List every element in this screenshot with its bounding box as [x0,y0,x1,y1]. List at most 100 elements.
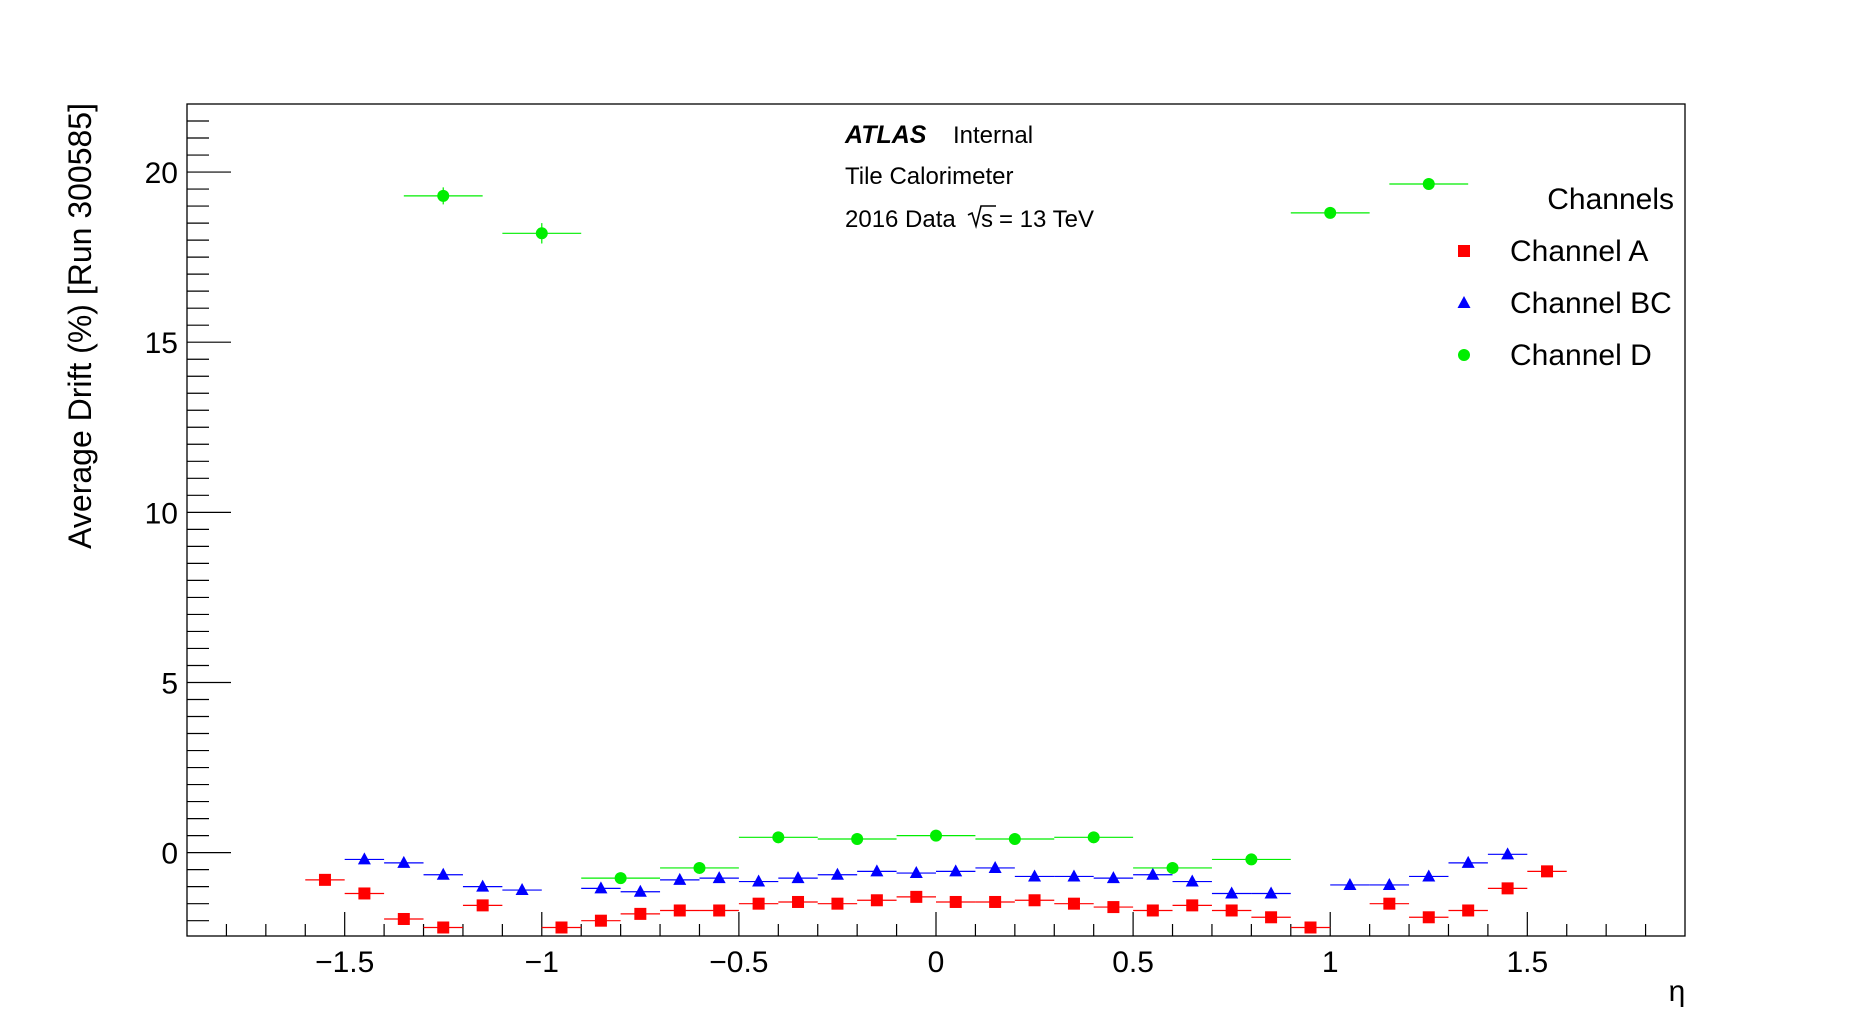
data-point [1008,833,1021,846]
data-point [712,871,726,884]
data-point [1324,206,1337,219]
data-point [792,895,805,908]
data-point [1343,877,1357,890]
data-point [772,831,785,844]
data-point [1422,177,1435,190]
x-tick-label: −1.5 [315,946,374,979]
data-point [1422,911,1435,924]
energy-value: = 13 TeV [999,206,1094,233]
x-tick-label: 1 [1322,946,1339,979]
data-point [1146,904,1159,917]
data-point [831,897,844,910]
legend-marker [1457,296,1471,308]
data-point [614,872,627,885]
data-point [673,904,686,917]
data-point [713,904,726,917]
data-point [633,884,647,897]
data-point [634,907,647,920]
x-tick-label: −1 [525,946,559,979]
data-point [910,890,923,903]
data-point [555,921,568,934]
data-point [1067,897,1080,910]
atlas-label: ATLAS Internal Tile Calorimeter 2016 Dat… [844,121,1094,233]
legend-item: Channel BC [1457,287,1672,320]
x-axis-ticks: −1.5 −1 −0.5 0 0.5 1 1.5 [225,912,1647,979]
data-point [1461,855,1475,868]
data-point [1462,904,1475,917]
series-square [305,865,1567,934]
data-point [1501,847,1515,860]
atlas-status: Internal [953,122,1033,149]
legend-label: Channel BC [1510,287,1672,320]
data-point [318,873,331,886]
data-point [1166,861,1179,874]
data-point [1028,894,1041,907]
data-point [1501,882,1514,895]
x-tick-label: 0 [928,946,945,979]
data-point [1225,886,1239,899]
data-point [1028,869,1042,882]
dataset-label: 2016 Data [845,206,956,233]
data-point [949,895,962,908]
data-point [397,912,410,925]
legend: Channels Channel A Channel BC Channel D [1457,183,1674,372]
data-point [830,867,844,880]
data-point [1185,874,1199,887]
x-tick-label: 0.5 [1112,946,1154,979]
data-point [1265,911,1278,924]
data-point [476,879,490,892]
y-axis-ticks: 0 5 10 15 20 [145,120,231,922]
data-point [1186,899,1199,912]
data-point [1304,921,1317,934]
data-point [673,872,687,885]
data-point [1225,904,1238,917]
data-point [1146,867,1160,880]
data-point [909,866,923,879]
legend-item: Channel D [1458,339,1652,372]
data-point [870,864,884,877]
atlas-experiment: ATLAS [844,121,927,149]
data-point [870,894,883,907]
data-point [437,189,450,202]
y-tick-label: 10 [145,497,178,530]
x-tick-label: 1.5 [1506,946,1548,979]
data-point [515,883,529,896]
data-point [752,874,766,887]
data-point [1107,901,1120,914]
data-point [1264,886,1278,899]
sqrt-symbol [967,205,996,229]
data-point [693,861,706,874]
data-point [1383,897,1396,910]
y-tick-label: 5 [161,667,178,700]
y-axis-label: Average Drift (%) [Run 300585] [62,103,98,549]
data-point [436,867,450,880]
data-point [594,914,607,927]
detector-label: Tile Calorimeter [845,163,1013,190]
series-circle [403,177,1469,885]
data-point [397,855,411,868]
legend-marker [1458,349,1470,361]
data-point [1067,869,1081,882]
data-point [535,227,548,240]
legend-label: Channel A [1510,235,1648,268]
data-point [437,921,450,934]
data-point [752,897,765,910]
data-point [594,881,608,894]
y-tick-label: 15 [145,327,178,360]
data-point [949,864,963,877]
x-tick-label: −0.5 [709,946,768,979]
data-point [358,887,371,900]
data-point [851,833,864,846]
data-point [1106,871,1120,884]
y-tick-label: 20 [145,157,178,190]
series-layer [305,177,1567,934]
data-point [1245,853,1258,866]
energy-prefix: s [981,206,993,233]
legend-marker [1458,245,1470,257]
y-tick-label: 0 [161,838,178,871]
data-point [1422,869,1436,882]
data-point [930,829,942,842]
series-triangle [344,847,1528,899]
data-point [989,895,1002,908]
